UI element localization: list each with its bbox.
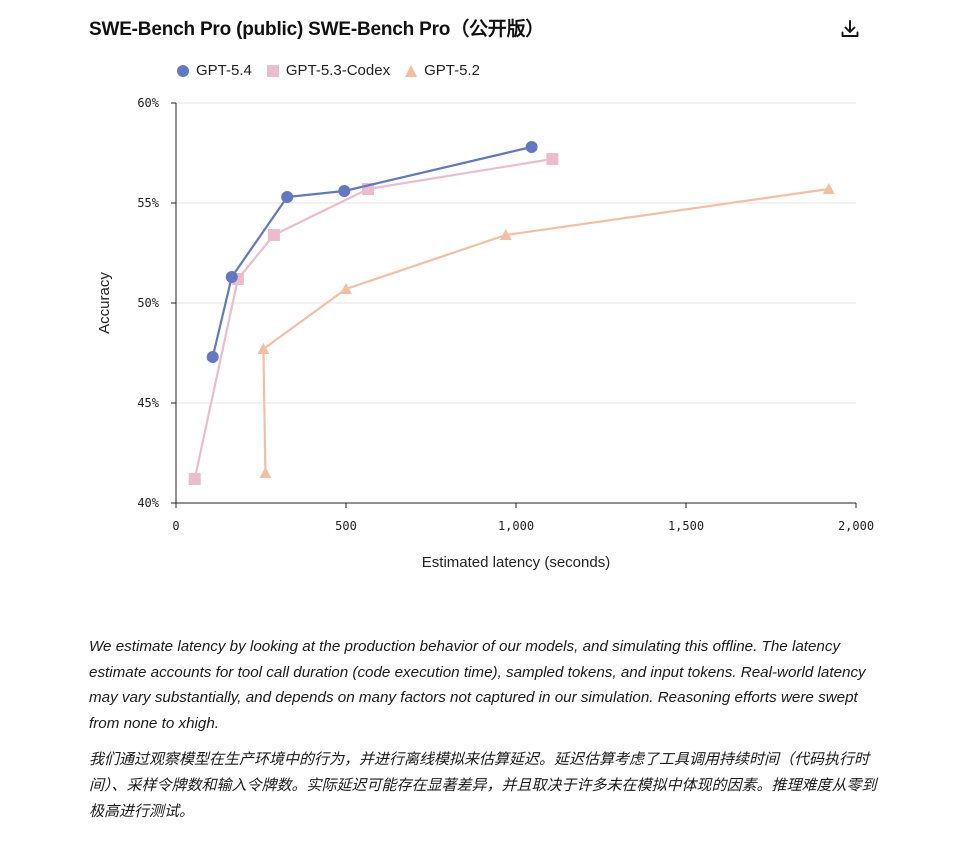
download-icon xyxy=(841,20,859,37)
y-axis-label: Accuracy xyxy=(96,272,113,334)
data-point xyxy=(267,229,280,241)
legend-item-gpt-5-2[interactable]: GPT-5.2 xyxy=(404,62,480,79)
legend-item-gpt-5-4[interactable]: GPT-5.4 xyxy=(176,62,252,79)
data-point xyxy=(499,229,512,240)
x-tick-label: 1,500 xyxy=(668,519,704,533)
series-line xyxy=(262,187,829,474)
legend-label: GPT-5.3-Codex xyxy=(285,62,391,79)
series-gpt-5-4 xyxy=(206,141,538,363)
data-point xyxy=(340,283,352,294)
caption-english: We estimate latency by looking at the pr… xyxy=(89,638,866,732)
data-point xyxy=(822,183,835,194)
triangle-marker-icon xyxy=(405,64,418,77)
series-gpt-5-2 xyxy=(257,183,835,478)
caption-chinese: 我们通过观察模型在生产环境中的行为，并进行离线模拟来估算延迟。延迟估算考虑了工具… xyxy=(89,750,877,820)
y-tick-label: 40% xyxy=(137,496,159,510)
x-tick-label: 2,000 xyxy=(838,519,874,533)
legend-item-gpt-5-3-codex[interactable]: GPT-5.3-Codex xyxy=(266,62,390,79)
data-point xyxy=(225,271,238,283)
x-tick-label: 1,000 xyxy=(498,519,534,533)
data-point xyxy=(281,191,294,203)
square-marker-icon xyxy=(266,64,279,77)
download-button[interactable] xyxy=(838,17,862,41)
legend-label: GPT-5.4 xyxy=(196,62,252,79)
data-point xyxy=(525,141,538,153)
x-tick-label: 500 xyxy=(335,519,357,533)
data-point xyxy=(546,153,559,165)
data-point xyxy=(206,351,219,363)
y-tick-label: 60% xyxy=(137,96,159,110)
data-point xyxy=(257,343,270,354)
series-layer xyxy=(188,141,835,485)
chart-legend: GPT-5.4 GPT-5.3-Codex GPT-5.2 xyxy=(176,62,494,79)
y-tick-label: 50% xyxy=(137,296,159,310)
x-tick-label: 0 xyxy=(172,519,179,533)
grid-lines xyxy=(176,102,856,404)
axes: 40% 45% 50% 55% 60% 0 500 1,000 1,500 2,000 xyxy=(137,96,874,533)
data-point xyxy=(188,473,201,485)
y-tick-label: 55% xyxy=(137,196,159,210)
legend-label: GPT-5.2 xyxy=(424,62,480,79)
chart-title: SWE-Bench Pro (public) SWE-Bench Pro（公开版… xyxy=(89,19,545,40)
data-point xyxy=(259,467,272,478)
x-axis-label: Estimated latency (seconds) xyxy=(422,554,610,571)
y-tick-label: 45% xyxy=(137,396,159,410)
data-point xyxy=(338,185,351,197)
circle-marker-icon xyxy=(177,64,189,77)
line-chart: 40% 45% 50% 55% 60% 0 500 1,000 1,500 2,000 Estim… xyxy=(96,96,874,571)
series-line xyxy=(193,157,553,480)
